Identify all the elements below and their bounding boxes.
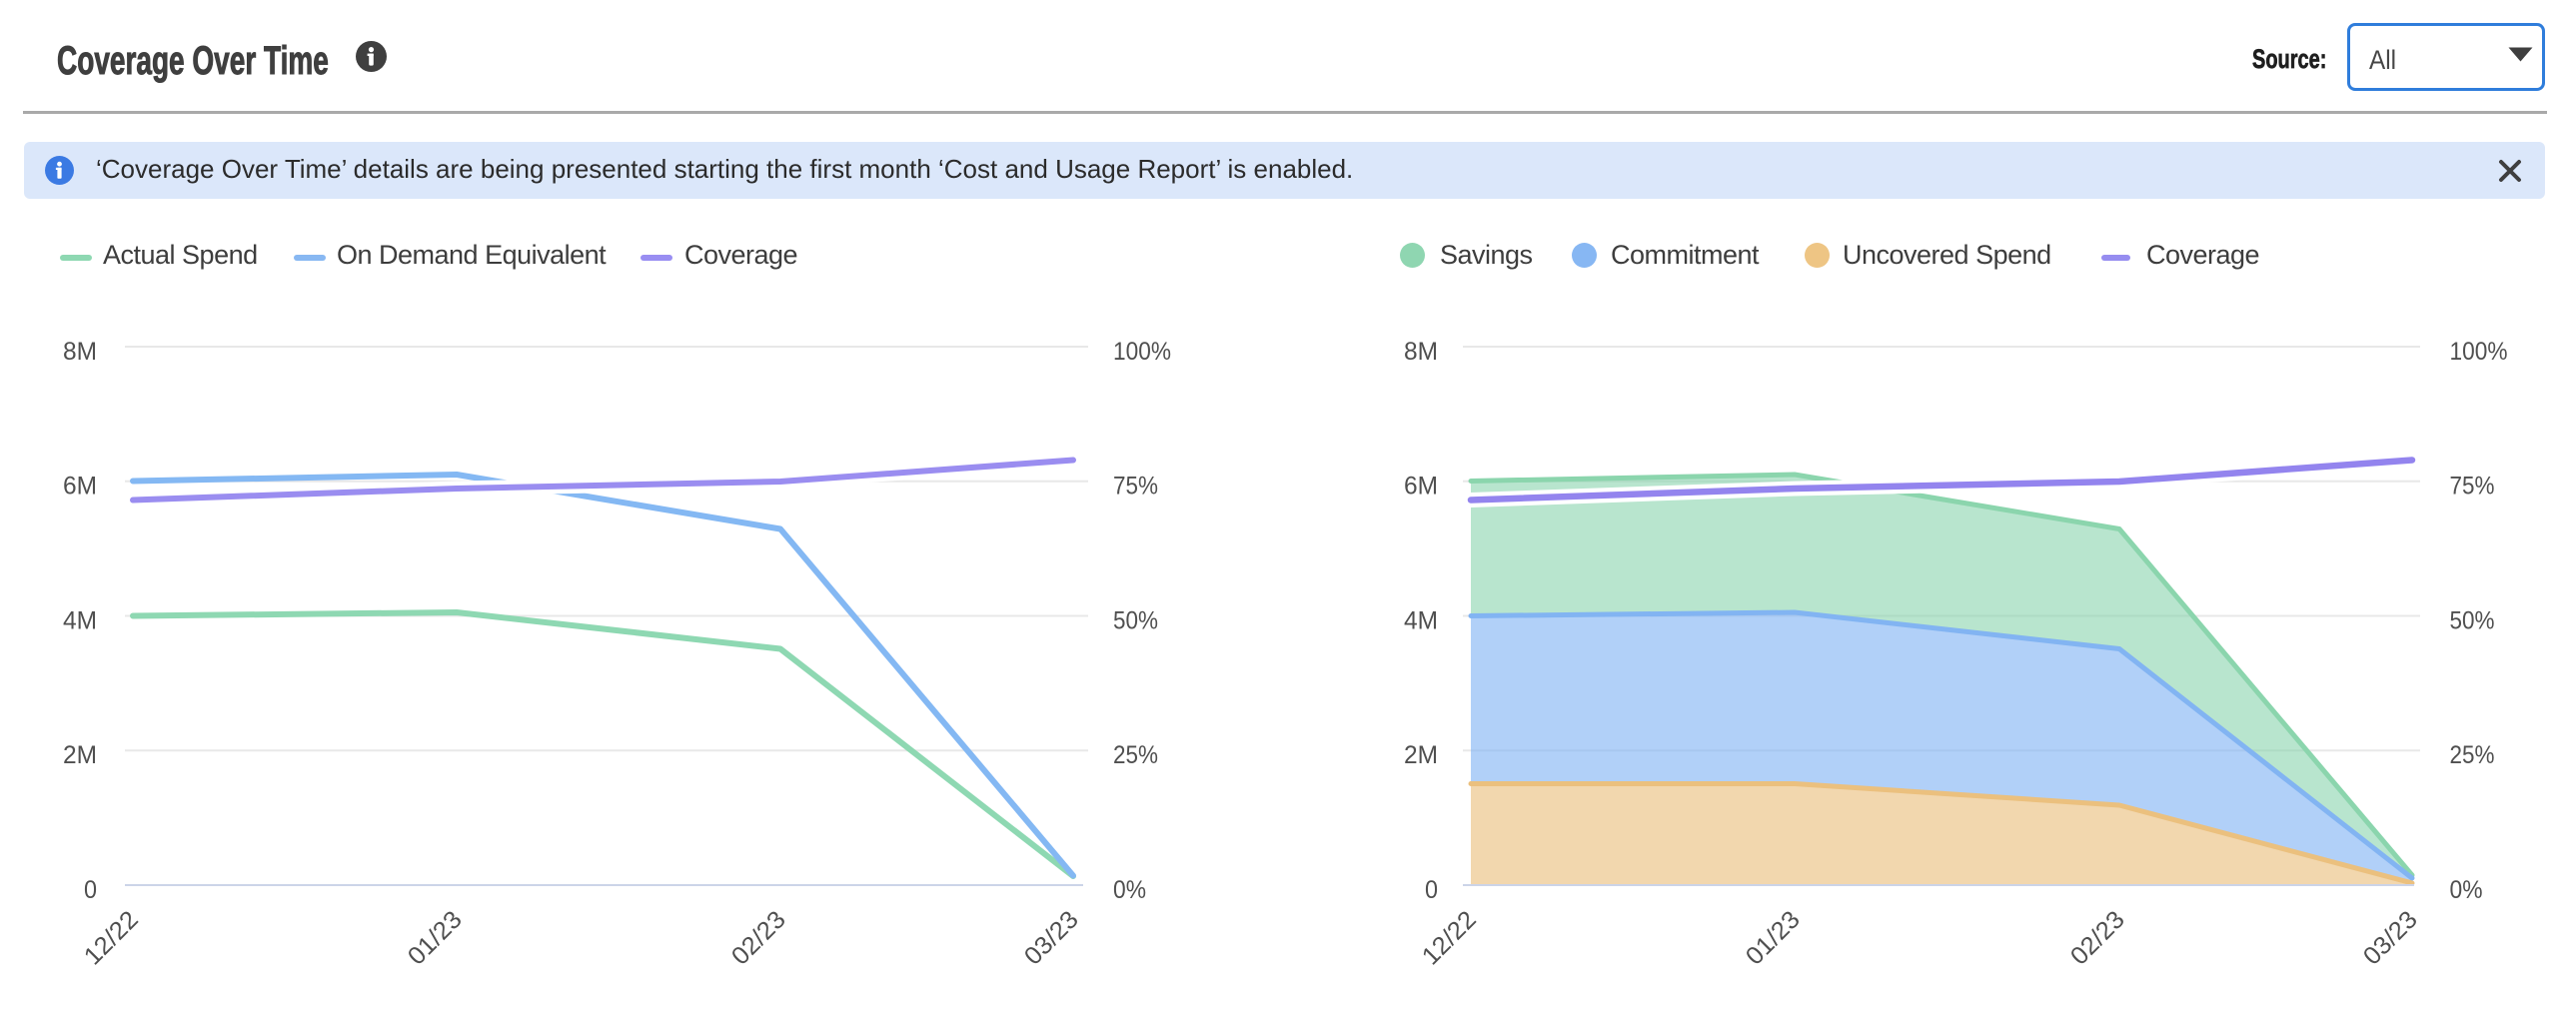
svg-text:8M: 8M xyxy=(63,338,97,366)
svg-text:12/22: 12/22 xyxy=(79,905,144,970)
svg-text:4M: 4M xyxy=(1404,607,1438,635)
svg-text:25%: 25% xyxy=(2450,741,2495,769)
svg-text:25%: 25% xyxy=(1113,741,1158,769)
svg-text:100%: 100% xyxy=(1113,338,1171,366)
svg-text:2M: 2M xyxy=(1404,741,1438,769)
svg-text:0%: 0% xyxy=(1113,876,1146,904)
svg-text:6M: 6M xyxy=(1404,473,1438,501)
svg-text:01/23: 01/23 xyxy=(403,905,468,970)
svg-text:2M: 2M xyxy=(63,741,97,769)
svg-text:100%: 100% xyxy=(2450,338,2508,366)
svg-text:75%: 75% xyxy=(1113,473,1158,501)
svg-text:4M: 4M xyxy=(63,607,97,635)
svg-text:0: 0 xyxy=(1425,876,1438,904)
svg-text:02/23: 02/23 xyxy=(2065,905,2130,970)
svg-text:03/23: 03/23 xyxy=(2358,905,2423,970)
svg-text:50%: 50% xyxy=(1113,607,1158,635)
svg-text:01/23: 01/23 xyxy=(1741,905,1806,970)
svg-text:0: 0 xyxy=(84,876,97,904)
svg-text:6M: 6M xyxy=(63,473,97,501)
svg-text:8M: 8M xyxy=(1404,338,1438,366)
svg-text:03/23: 03/23 xyxy=(1019,905,1084,970)
svg-text:02/23: 02/23 xyxy=(726,905,791,970)
svg-text:0%: 0% xyxy=(2450,876,2483,904)
svg-text:50%: 50% xyxy=(2450,607,2495,635)
svg-text:75%: 75% xyxy=(2450,473,2495,501)
svg-text:12/22: 12/22 xyxy=(1417,905,1482,970)
